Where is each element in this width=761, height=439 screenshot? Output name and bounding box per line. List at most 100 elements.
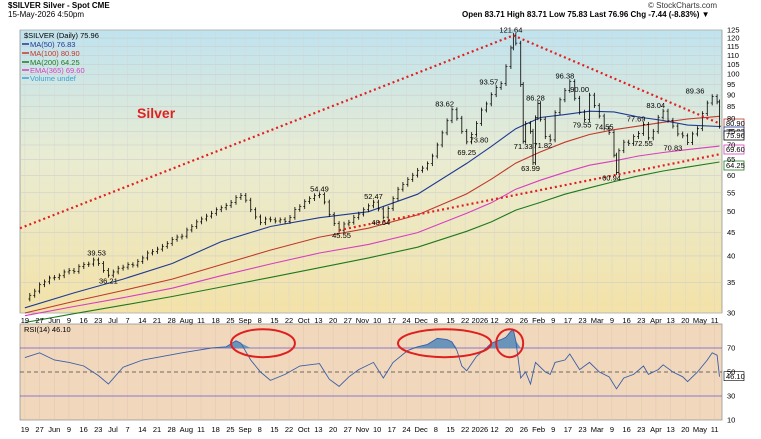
rsi-x-tick-label: 9 [551, 425, 555, 434]
copyright-text: © StockCharts.com [648, 1, 718, 10]
trendline [512, 34, 720, 125]
x-tick-label: 9 [67, 316, 71, 325]
rsi-x-tick-label: Nov [356, 425, 370, 434]
rsi-x-tick-label: 27 [344, 425, 352, 434]
legend-entry: Volume undef [30, 74, 77, 83]
rsi-x-tick-label: 2026 [471, 425, 488, 434]
rsi-x-tick-label: 28 [167, 425, 175, 434]
rsi-x-tick-label: 23 [94, 425, 102, 434]
rsi-x-tick-label: 16 [622, 425, 630, 434]
rsi-x-tick-label: 13 [666, 425, 674, 434]
ma50-line [24, 110, 720, 309]
ohlc-readout: Open 83.71 High 83.71 Low 75.83 Last 76.… [462, 10, 710, 19]
x-tick-label: 17 [564, 316, 572, 325]
rsi-x-tick-label: 20 [329, 425, 337, 434]
rsi-x-tick-label: 20 [681, 425, 689, 434]
rsi-last-value-label: 46.10 [726, 372, 745, 381]
price-annotation: 73.80 [470, 135, 489, 144]
y-tick-label: 35 [727, 278, 735, 287]
rsi-x-tick-label: 17 [564, 425, 572, 434]
y-tick-label: 100 [727, 70, 740, 79]
rsi-x-tick-label: 19 [21, 425, 29, 434]
rsi-panel-label: RSI(14) 46.10 [24, 325, 71, 334]
y-tick-label: 90 [727, 91, 735, 100]
rsi-last-value-box [723, 371, 745, 381]
last-value-box [723, 130, 745, 141]
rsi-y-tick-label: 30 [727, 392, 735, 401]
rsi-x-tick-label: 23 [637, 425, 645, 434]
rsi-x-tick-label: 18 [212, 425, 220, 434]
x-tick-label: 28 [167, 316, 175, 325]
rsi-line [24, 329, 720, 390]
x-tick-label: 11 [711, 316, 719, 325]
ma200-line [24, 161, 720, 324]
last-value-label: 64.25 [726, 161, 745, 170]
last-value-label: 80.90 [726, 119, 745, 128]
x-tick-label: 16 [79, 316, 87, 325]
price-annotation: 48.64 [371, 218, 390, 227]
x-tick-label: 22 [461, 316, 469, 325]
rsi-x-tick-label: 15 [270, 425, 278, 434]
price-annotation: 74.55 [595, 122, 614, 131]
y-tick-label: 70 [727, 140, 735, 149]
last-value-box [723, 144, 745, 155]
rsi-x-tick-label: 11 [197, 425, 205, 434]
rsi-x-tick-label: 16 [79, 425, 87, 434]
y-tick-label: 45 [727, 228, 735, 237]
price-annotation: 90.00 [570, 85, 589, 94]
rsi-x-tick-label: 14 [138, 425, 146, 434]
price-annotation: 71.82 [533, 141, 552, 150]
rsi-x-tick-label: 12 [490, 425, 498, 434]
price-annotation: 83.04 [646, 101, 665, 110]
rsi-x-tick-label: 15 [446, 425, 454, 434]
x-tick-label: 25 [226, 316, 234, 325]
rsi-y-tick-label: 50 [727, 368, 735, 377]
x-tick-label: 27 [35, 316, 43, 325]
legend-entry: MA(100) 80.90 [30, 49, 80, 58]
rsi-x-tick-label: Oct [298, 425, 311, 434]
rsi-x-tick-label: 23 [578, 425, 586, 434]
rsi-x-tick-label: 25 [226, 425, 234, 434]
y-tick-label: 120 [727, 34, 740, 43]
x-tick-label: Aug [180, 316, 193, 325]
rsi-x-tick-label: 22 [461, 425, 469, 434]
price-annotation: 72.55 [634, 139, 653, 148]
rsi-x-tick-label: 7 [126, 425, 130, 434]
rsi-x-tick-label: 27 [35, 425, 43, 434]
price-annotation: 70.83 [664, 144, 683, 153]
x-tick-label: 13 [314, 316, 322, 325]
rsi-x-tick-label: Dec [414, 425, 428, 434]
chart-legend: $SILVER (Daily) 75.96 MA(50) 76.83 MA(10… [22, 31, 99, 83]
y-tick-label: 125 [727, 26, 740, 35]
price-annotation: 69.25 [457, 148, 476, 157]
x-tick-label: 12 [490, 316, 498, 325]
chart-watermark-label: Silver [137, 105, 176, 121]
price-annotation: 45.55 [332, 231, 351, 240]
x-tick-label: 20 [505, 316, 513, 325]
x-tick-label: 19 [21, 316, 29, 325]
y-tick-label: 110 [727, 51, 739, 60]
x-tick-label: Dec [414, 316, 428, 325]
rsi-y-tick-label: 10 [727, 416, 735, 425]
x-tick-label: Feb [532, 316, 545, 325]
price-annotation: 54.49 [310, 185, 329, 194]
rsi-x-tick-label: 20 [505, 425, 513, 434]
ema365-line [24, 145, 720, 317]
x-tick-label: 23 [94, 316, 102, 325]
x-tick-label: Jul [108, 316, 118, 325]
x-tick-label: 11 [197, 316, 205, 325]
y-tick-label: 40 [727, 251, 735, 260]
rsi-x-tick-label: Apr [650, 425, 662, 434]
y-tick-label: 60 [727, 171, 735, 180]
rsi-x-tick-label: 9 [67, 425, 71, 434]
x-tick-label: 24 [402, 316, 410, 325]
rsi-x-tick-label: 21 [153, 425, 161, 434]
price-annotation: 83.62 [435, 100, 454, 109]
price-annotation: 79.55 [573, 121, 592, 130]
x-tick-label: 17 [388, 316, 396, 325]
rsi-x-tick-label: Jun [48, 425, 60, 434]
x-tick-label: 26 [520, 316, 528, 325]
x-tick-label: 8 [258, 316, 262, 325]
x-tick-label: 8 [434, 316, 438, 325]
rsi-overbought-fill [211, 330, 521, 348]
